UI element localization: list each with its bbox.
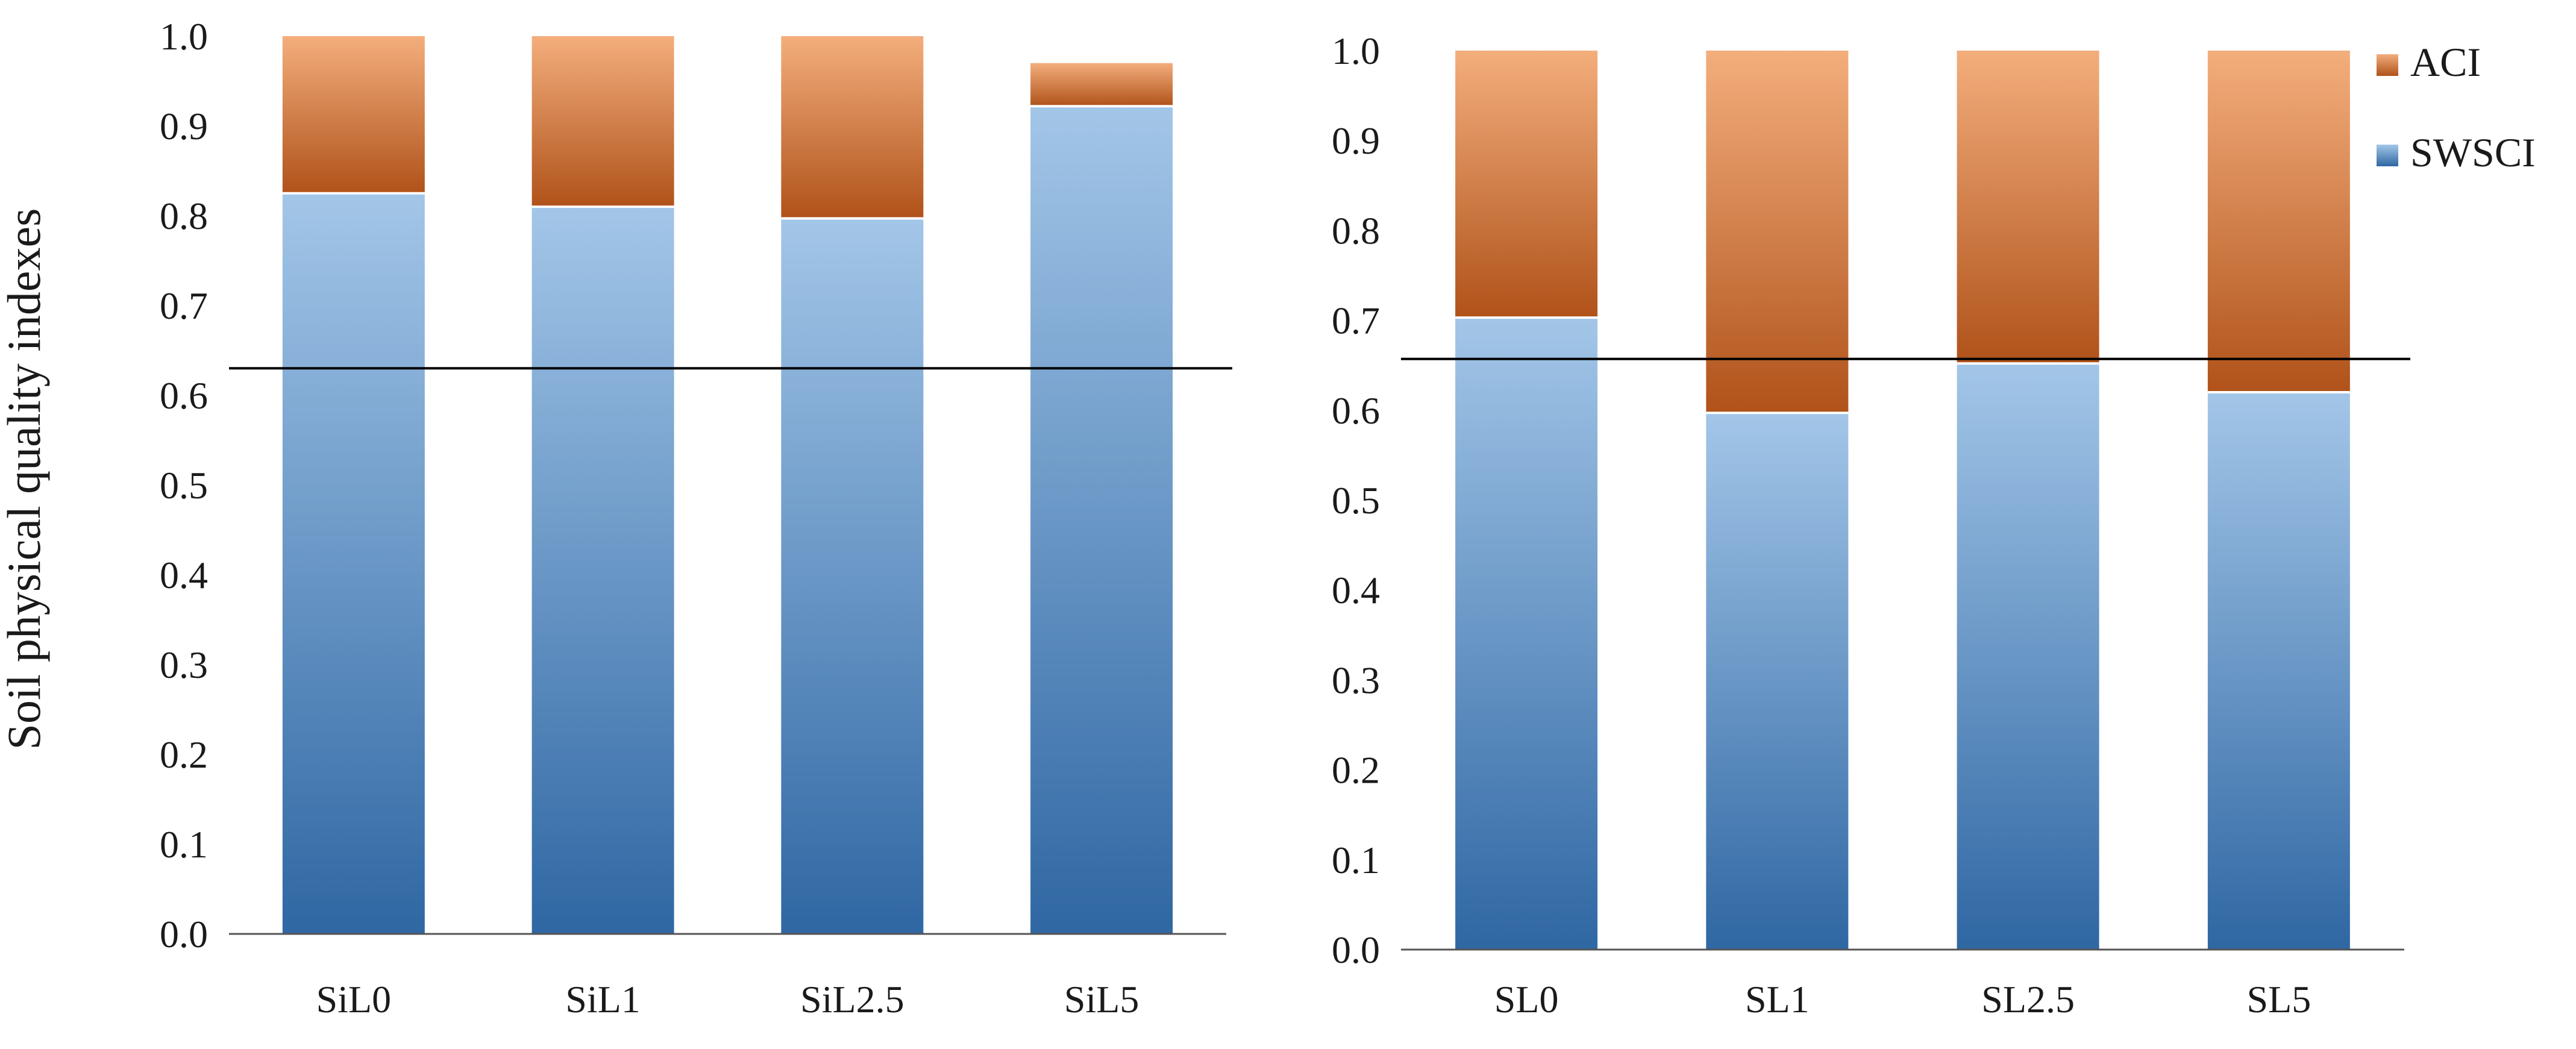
bar-aci-sil5: [1030, 63, 1173, 107]
x-category-label: SL2.5: [1981, 978, 2075, 1021]
y-tick-label: 0.6: [1332, 389, 1380, 432]
bar-aci-sil1: [531, 36, 674, 207]
legend: ACI SWSCI: [2377, 39, 2536, 175]
y-tick-label: 0.7: [1332, 299, 1380, 342]
y-tick-label: 0.0: [160, 913, 208, 956]
y-tick-label: 1.0: [160, 15, 208, 58]
bar-aci-sil0: [282, 36, 425, 193]
x-category-label: SiL0: [316, 978, 391, 1021]
y-tick-label: 0.6: [160, 374, 208, 417]
bar-aci-sl2-5: [1957, 51, 2099, 364]
chart-marks-left: 0.0 0.1 0.2 0.3 0.4 0.5 0.6 0.7 0.8 0.9 1.0 SiL0 SiL…: [160, 15, 1232, 1021]
legend-label-aci: ACI: [2410, 39, 2481, 85]
legend-swatch-aci: [2377, 54, 2398, 76]
x-category-label: SiL5: [1064, 978, 1139, 1021]
bar-aci-sl5: [2207, 51, 2350, 392]
y-tick-label: 0.8: [1332, 209, 1380, 252]
y-tick-label: 0.4: [1332, 569, 1380, 612]
x-category-label: SiL1: [565, 978, 640, 1021]
x-category-label: SL5: [2247, 978, 2311, 1021]
y-tick-label: 0.5: [1332, 479, 1380, 522]
bar-swsci-sil1: [531, 207, 674, 935]
x-category-label: SL1: [1745, 978, 1810, 1021]
y-axis-label: Soil physical quality indexes: [0, 208, 50, 750]
y-tick-label: 0.3: [1332, 659, 1380, 701]
bar-aci-sl0: [1455, 51, 1598, 318]
y-tick-label: 0.1: [160, 823, 208, 866]
y-tick-label: 0.9: [160, 105, 208, 148]
y-tick-label: 0.7: [160, 284, 208, 327]
bar-swsci-sil0: [282, 193, 425, 934]
y-tick-label: 0.4: [160, 554, 208, 597]
y-tick-label: 1.0: [1332, 30, 1380, 72]
legend-swatch-swsci: [2377, 145, 2398, 166]
bar-swsci-sil2-5: [781, 218, 924, 935]
y-tick-label: 0.3: [160, 643, 208, 686]
y-tick-label: 0.5: [160, 464, 208, 507]
chart-panel-right: 0.0 0.1 0.2 0.3 0.4 0.5 0.6 0.7 0.8 0.9 1.0 SL0 SL1 S…: [1332, 30, 2410, 1021]
bar-swsci-sl5: [2207, 392, 2350, 950]
x-category-label: SL0: [1494, 978, 1559, 1021]
chart-panel-left: Soil physical quality indexes 0.00.10.20…: [0, 15, 1232, 1021]
x-category-label: SiL2.5: [800, 978, 904, 1021]
legend-label-swsci: SWSCI: [2410, 130, 2536, 175]
bar-aci-sil2-5: [781, 36, 924, 219]
bar-swsci-sl1: [1706, 413, 1849, 950]
y-tick-label: 0.2: [160, 733, 208, 776]
chart-marks-right: 0.0 0.1 0.2 0.3 0.4 0.5 0.6 0.7 0.8 0.9 1.0 SL0 SL1 S…: [1332, 30, 2410, 1021]
y-tick-label: 0.8: [160, 195, 208, 237]
bar-aci-sl1: [1706, 51, 1849, 413]
bar-swsci-sil5: [1030, 106, 1173, 935]
y-tick-label: 0.0: [1332, 928, 1380, 971]
bar-swsci-sl0: [1455, 318, 1598, 950]
y-tick-label: 0.1: [1332, 839, 1380, 881]
y-tick-label: 0.9: [1332, 119, 1380, 162]
y-tick-label: 0.2: [1332, 749, 1380, 792]
bar-swsci-sl2-5: [1957, 363, 2099, 950]
